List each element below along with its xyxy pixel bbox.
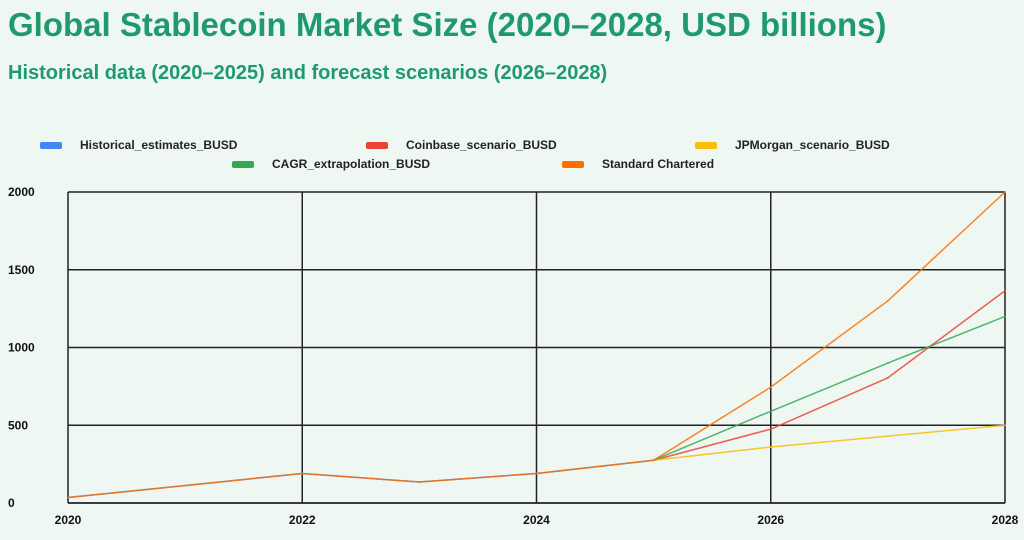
data-point	[769, 446, 772, 448]
data-point	[769, 428, 772, 430]
series-line-standard-chartered	[67, 191, 1006, 499]
data-point	[769, 410, 772, 413]
legend-swatch	[232, 160, 254, 168]
x-tick-label: 2026	[757, 513, 784, 527]
series-line-historical-estimates-busd	[67, 459, 654, 499]
y-tick-label: 1000	[8, 341, 35, 355]
legend-label: Historical_estimates_BUSD	[80, 138, 238, 152]
data-point	[887, 362, 889, 364]
data-point	[1004, 424, 1006, 427]
legend-swatch	[562, 160, 584, 168]
x-tick-label: 2028	[992, 513, 1019, 527]
legend-label: Coinbase_scenario_BUSD	[406, 138, 557, 152]
data-point	[1004, 289, 1006, 292]
legend-item-coinbase: Coinbase_scenario_BUSD	[366, 138, 557, 152]
legend-label: CAGR_extrapolation_BUSD	[272, 157, 431, 171]
data-point	[67, 496, 69, 499]
data-point	[652, 459, 655, 462]
legend-item-standard-chartered: Standard Chartered	[562, 157, 714, 171]
legend-item-historical: Historical_estimates_BUSD	[40, 138, 237, 152]
data-point	[887, 300, 889, 302]
data-point	[301, 472, 304, 475]
data-point	[418, 481, 421, 483]
y-tick-label: 2000	[8, 185, 35, 199]
data-point	[887, 435, 889, 437]
series-line-coinbase-scenario-busd	[653, 290, 1006, 461]
x-tick-label: 2022	[289, 513, 316, 527]
x-tick-label: 2024	[523, 513, 550, 527]
legend-label: Standard Chartered	[602, 157, 715, 171]
data-point	[535, 472, 538, 475]
legend-swatch	[40, 141, 62, 149]
legend-item-cagr: CAGR_extrapolation_BUSD	[232, 157, 430, 171]
y-tick-label: 1500	[8, 263, 35, 277]
data-point	[1004, 315, 1006, 318]
data-point	[1004, 191, 1006, 193]
y-tick-label: 0	[8, 496, 15, 510]
chart-title: Global Stablecoin Market Size (2020–2028…	[8, 6, 887, 43]
legend-swatch	[366, 141, 388, 149]
x-tick-label: 2020	[55, 513, 82, 527]
series-line-cagr-extrapolation-busd	[653, 315, 1006, 461]
legend-label: JPMorgan_scenario_BUSD	[735, 138, 890, 152]
y-tick-label: 500	[8, 418, 28, 432]
series-line-jpmorgan-scenario-busd	[653, 424, 1006, 461]
data-point	[769, 386, 772, 388]
legend-swatch	[695, 141, 717, 149]
data-point	[887, 377, 889, 379]
chart-subtitle: Historical data (2020–2025) and forecast…	[8, 62, 608, 84]
legend-item-jpmorgan: JPMorgan_scenario_BUSD	[695, 138, 890, 152]
